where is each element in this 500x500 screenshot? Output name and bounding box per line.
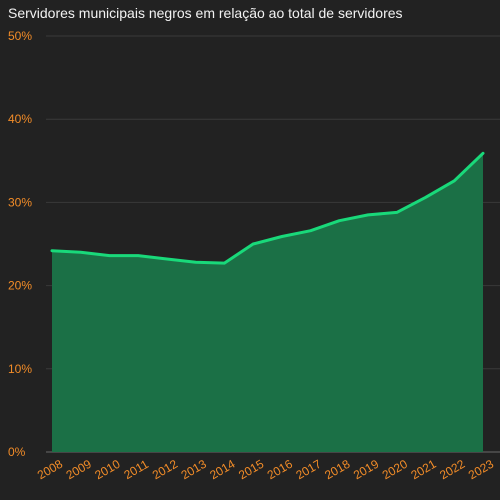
y-tick-label: 0% [8,445,26,459]
x-tick-label: 2009 [64,457,94,483]
x-tick-label: 2021 [408,457,438,483]
x-tick-label: 2023 [466,457,496,483]
series-line-layer [50,151,485,265]
x-tick-label: 2012 [150,457,180,483]
x-tick-label: 2017 [294,457,324,483]
x-tick-label: 2008 [35,457,65,483]
x-tick-label: 2011 [122,457,152,482]
y-axis: 0% 10% 20% 30% 40% 50% [8,29,32,459]
x-axis: 2008200920102011201220132014201520162017… [35,457,496,483]
y-tick-label: 30% [8,195,32,209]
series-area [52,153,483,453]
x-tick-label: 2019 [351,457,381,483]
x-tick-label: 2018 [322,457,352,483]
y-tick-label: 10% [8,362,32,376]
x-tick-label: 2022 [437,457,467,483]
x-tick-label: 2020 [380,457,410,483]
chart-title: Servidores municipais negros em relação … [8,5,403,21]
y-tick-label: 20% [8,279,32,293]
x-tick-label: 2014 [207,457,237,483]
series-line [50,151,485,265]
x-tick-label: 2013 [179,457,209,483]
x-tick-label: 2010 [92,457,122,483]
x-tick-label: 2015 [236,457,266,483]
series-area-layer [52,153,483,453]
y-tick-label: 40% [8,112,32,126]
y-tick-label: 50% [8,29,32,43]
x-tick-label: 2016 [265,457,295,483]
